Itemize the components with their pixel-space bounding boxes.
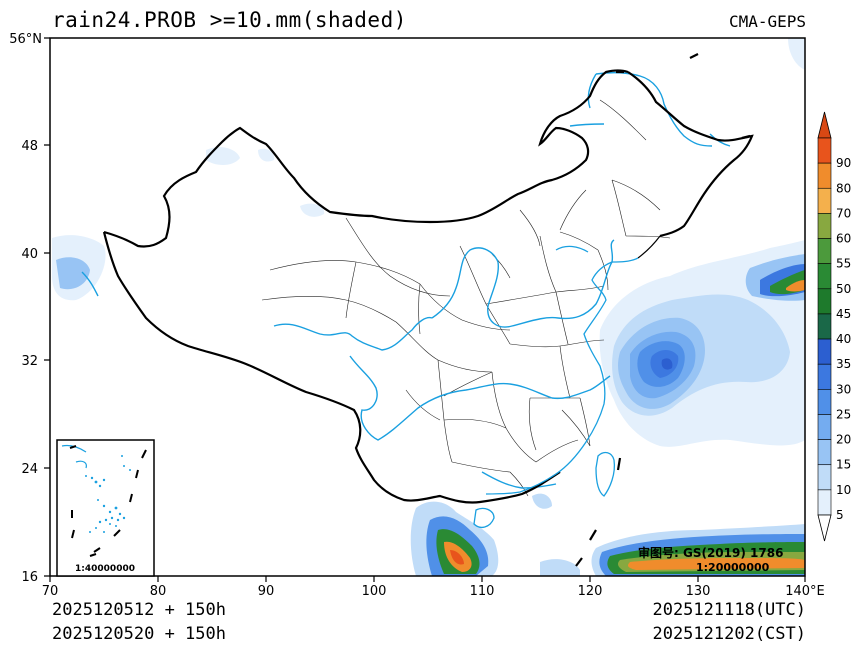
model-label: CMA-GEPS — [728, 12, 806, 31]
lat-label-16: 16 — [21, 570, 38, 585]
init-time-utc: 2025120512 + 150h — [52, 600, 226, 620]
colorbar-label: 25 — [836, 407, 851, 421]
colorbar-label: 35 — [836, 357, 851, 371]
valid-time-cst: 2025121202(CST) — [652, 624, 806, 644]
colorbar-label: 5 — [836, 508, 844, 522]
init-time-cst: 2025120520 + 150h — [52, 624, 226, 644]
colorbar-swatch — [817, 137, 832, 164]
colorbar-label: 10 — [836, 483, 851, 497]
colorbar-swatch — [817, 338, 832, 365]
lon-label-70: 70 — [42, 584, 59, 599]
colorbar-label: 50 — [836, 282, 851, 296]
lon-label-90: 90 — [258, 584, 275, 599]
south-china-sea-inset: 1:40000000 — [56, 439, 155, 577]
colorbar-label: 60 — [836, 232, 851, 246]
colorbar-label: 55 — [836, 257, 851, 271]
colorbar-swatch — [817, 439, 832, 466]
colorbar-swatch — [817, 238, 832, 264]
colorbar-label: 15 — [836, 458, 851, 472]
colorbar-swatch — [817, 162, 832, 189]
colorbar-swatch — [817, 187, 832, 214]
colorbar-label: 90 — [836, 156, 851, 170]
colorbar-swatch — [817, 489, 832, 516]
lat-label-48: 48 — [21, 139, 38, 154]
approval-note: 审图号: GS(2019) 1786 1:20000000 — [638, 545, 783, 574]
colorbar-label: 40 — [836, 332, 851, 346]
lon-axis: 70 80 90 100 110 120 130 140°E — [42, 584, 825, 599]
lon-label-110: 110 — [470, 584, 495, 599]
colorbar-swatch — [817, 414, 832, 440]
colorbar-arrow-bottom — [817, 514, 832, 542]
colorbar-label: 30 — [836, 382, 851, 396]
colorbar-arrow-top — [817, 111, 832, 139]
colorbar-swatch — [817, 288, 832, 315]
lon-label-120: 120 — [578, 584, 603, 599]
approval-scale: 1:20000000 — [696, 561, 770, 574]
lon-label-140: 140°E — [785, 584, 825, 599]
map-title: rain24.PROB >=10.mm(shaded) — [52, 8, 407, 32]
colorbar-label: 20 — [836, 433, 851, 447]
colorbar-swatch — [817, 263, 832, 290]
colorbar-swatch — [817, 313, 832, 340]
lat-label-56: 56°N — [9, 32, 42, 47]
lat-label-40: 40 — [21, 247, 38, 262]
inset-scale: 1:40000000 — [75, 564, 135, 574]
lat-label-32: 32 — [21, 354, 38, 369]
lon-label-80: 80 — [150, 584, 167, 599]
map-boundaries — [81, 53, 754, 567]
colorbar-swatch — [817, 213, 832, 239]
colorbar-swatch — [817, 389, 832, 415]
colorbar-label: 45 — [836, 307, 851, 321]
axis-ticks — [44, 37, 806, 582]
lon-label-100: 100 — [362, 584, 387, 599]
colorbar: 90 80 70 60 55 50 45 40 35 30 25 20 15 10 5 — [817, 111, 851, 542]
lat-label-24: 24 — [21, 462, 38, 477]
valid-time-utc: 2025121118(UTC) — [652, 600, 806, 620]
precip-shading — [52, 38, 805, 576]
approval-number: 审图号: GS(2019) 1786 — [638, 545, 783, 560]
lat-axis: 56°N 48 40 32 24 16 — [9, 32, 42, 585]
colorbar-label: 80 — [836, 181, 851, 195]
colorbar-swatch — [817, 464, 832, 491]
colorbar-label: 70 — [836, 206, 851, 220]
lon-label-130: 130 — [686, 584, 711, 599]
map-frame — [49, 37, 806, 577]
colorbar-swatch — [817, 363, 832, 390]
